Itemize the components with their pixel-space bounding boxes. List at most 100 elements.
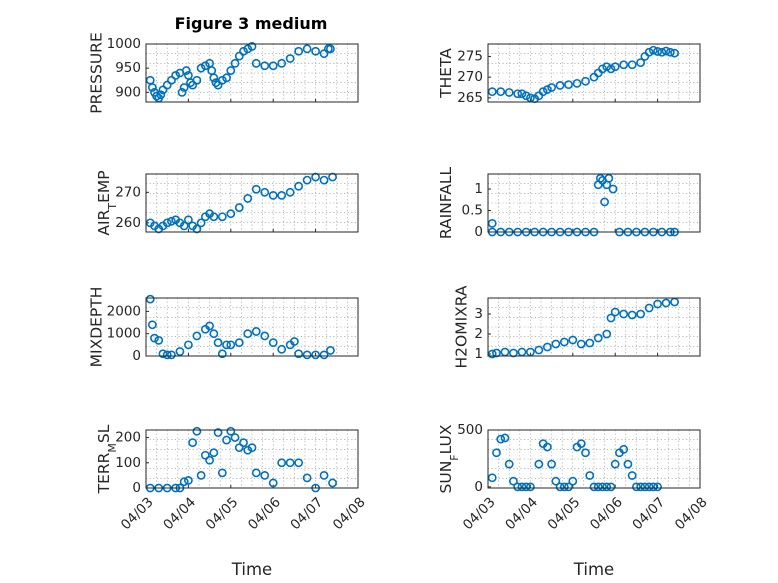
data-point (188, 438, 198, 448)
data-point (492, 448, 501, 458)
data-point (496, 434, 506, 444)
axes-frame (487, 43, 701, 103)
x-axis-label-left: Time (231, 560, 272, 579)
data-point (150, 333, 159, 343)
data-point (504, 459, 514, 469)
data-point (213, 338, 223, 348)
data-point (602, 482, 612, 492)
data-point (268, 190, 278, 200)
data-point (542, 342, 552, 352)
data-point (183, 215, 193, 225)
y-tick-label: 270 (457, 69, 483, 85)
data-point (602, 329, 612, 339)
data-point (581, 76, 590, 86)
data-point (200, 450, 210, 460)
data-point (606, 64, 616, 74)
data-point (487, 473, 497, 483)
data-point (487, 87, 497, 97)
data-point (147, 320, 157, 330)
data-point (285, 458, 295, 468)
y-tick-label: 0 (474, 479, 483, 495)
data-point (572, 78, 582, 88)
data-point (517, 89, 527, 99)
data-point (547, 83, 556, 92)
data-point (665, 47, 675, 57)
data-point (619, 60, 629, 70)
data-point (294, 181, 304, 191)
data-point (217, 349, 227, 359)
x-axis-label-right: Time (573, 560, 614, 579)
data-point (326, 44, 335, 54)
data-point (234, 443, 244, 453)
data-point (521, 91, 531, 101)
data-point (598, 482, 607, 492)
data-point (636, 482, 646, 492)
data-point (154, 335, 164, 345)
data-point (200, 61, 210, 71)
data-point (260, 331, 270, 341)
y-tick-label: 2 (474, 326, 483, 342)
data-point (555, 81, 565, 90)
y-axis-label: H2OMIXRA (452, 285, 470, 368)
y-tick-label: 3 (474, 306, 483, 322)
data-point (559, 482, 569, 492)
data-point (496, 87, 506, 97)
data-point (277, 190, 287, 200)
data-point (192, 331, 202, 341)
data-point (653, 299, 662, 309)
y-tick-label: 270 (115, 184, 141, 200)
data-point (239, 438, 248, 448)
y-tick-label: 1000 (107, 326, 141, 342)
data-point (585, 338, 595, 348)
axes-frame (145, 43, 359, 103)
data-point (217, 212, 227, 222)
y-tick-label: 1 (474, 181, 483, 197)
data-point (644, 303, 654, 313)
data-point (285, 187, 295, 197)
y-tick-label: 265 (457, 90, 483, 106)
data-point (326, 346, 335, 355)
x-tick-label: 04/08 (330, 494, 369, 533)
data-point (555, 482, 565, 492)
data-point (589, 482, 599, 492)
data-point (209, 448, 219, 458)
data-point (213, 428, 223, 437)
subplot-sun-flux: 04/03 04/04 04/05 04/06 04/07 04/08 500 0 SUNFLU… (437, 422, 710, 533)
data-point (294, 349, 304, 359)
data-point (152, 91, 161, 101)
x-tick-label: 04/04 (502, 494, 541, 533)
data-point (277, 344, 287, 354)
data-point (648, 45, 658, 55)
data-point (247, 42, 257, 51)
data-point (604, 173, 614, 183)
data-point (243, 329, 253, 339)
x-tick-label: 04/07 (629, 494, 668, 533)
y-axis-label: RAINFALL (437, 166, 455, 239)
data-point (551, 476, 561, 486)
data-point (179, 477, 189, 487)
data-point (319, 175, 329, 185)
data-point (319, 49, 329, 59)
y-tick-label: 0.5 (462, 203, 483, 219)
data-point (627, 60, 637, 70)
data-point (145, 294, 155, 304)
data-point (294, 458, 304, 468)
data-point (251, 184, 261, 194)
y-axis-label: TERRMSL (95, 424, 119, 494)
x-tick-label: 04/04 (160, 494, 199, 533)
data-point (289, 337, 299, 346)
data-point (636, 58, 646, 68)
x-tick-label: 04/05 (545, 494, 584, 533)
subplot-pressure: 1000 950 900 PRESSURE (88, 32, 359, 114)
data-point (234, 338, 244, 348)
data-point (328, 172, 337, 182)
data-point (251, 327, 261, 336)
data-point (492, 348, 501, 358)
data-point (209, 329, 219, 339)
data-point (593, 333, 603, 343)
data-point (302, 175, 312, 185)
data-point (177, 87, 187, 97)
